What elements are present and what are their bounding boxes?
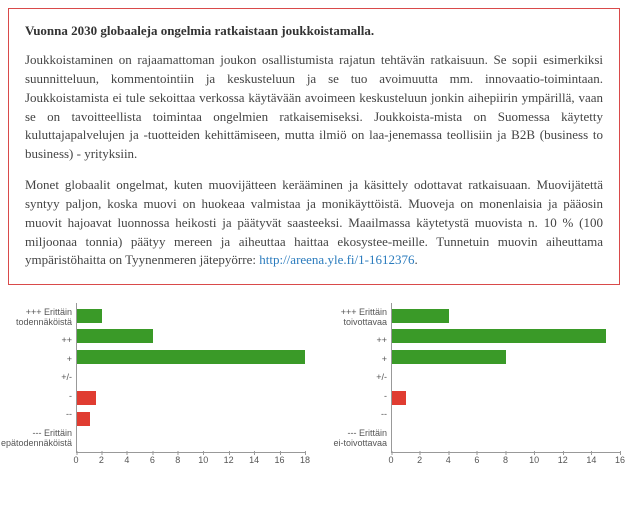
charts-row: +++ Erittäin todennäköistä++++/------- E… (8, 303, 620, 469)
chart-right-bar (392, 309, 449, 323)
chart-right-xtick: 0 (388, 455, 393, 465)
chart-right-xtick: 10 (529, 455, 539, 465)
textbox-title: Vuonna 2030 globaaleja ongelmia ratkaist… (25, 23, 603, 39)
chart-left-xtick: 0 (73, 455, 78, 465)
chart-right-xtick: 16 (615, 455, 625, 465)
chart-left: +++ Erittäin todennäköistä++++/------- E… (8, 303, 305, 469)
chart-right-ylabel: - (384, 392, 387, 402)
chart-left-xtick: 6 (150, 455, 155, 465)
chart-left-ylabel: +/- (61, 373, 72, 383)
chart-right-xtick: 2 (417, 455, 422, 465)
chart-left-ylabel: ++ (61, 336, 72, 346)
chart-left-xtick: 2 (99, 455, 104, 465)
chart-left-xtick: 18 (300, 455, 310, 465)
chart-right-bar (392, 350, 506, 364)
chart-left-bar (77, 329, 153, 343)
chart-right-ylabel: +++ Erittäin toivottavaa (341, 308, 387, 328)
chart-left-xtick: 16 (275, 455, 285, 465)
chart-right-xtick: 4 (446, 455, 451, 465)
chart-right-bar (392, 329, 606, 343)
textbox-para-2: Monet globaalit ongelmat, kuten muovijät… (25, 176, 603, 270)
chart-left-xtick: 4 (124, 455, 129, 465)
chart-right-xtick: 12 (558, 455, 568, 465)
chart-right-ylabel: + (382, 355, 387, 365)
chart-left-xtick: 8 (175, 455, 180, 465)
chart-left-bar (77, 309, 102, 323)
chart-left-ylabel: --- Erittäin epätodennäköistä (1, 429, 72, 449)
chart-right-ylabel: --- Erittäin ei-toivottavaa (333, 429, 387, 449)
chart-left-xtick: 10 (198, 455, 208, 465)
textbox-para-1: Joukkoistaminen on rajaamattoman joukon … (25, 51, 603, 164)
chart-left-bar (77, 412, 90, 426)
chart-left-bar (77, 391, 96, 405)
chart-right-ylabel: -- (381, 410, 387, 420)
chart-right-xtick: 14 (586, 455, 596, 465)
chart-left-ylabel: + (67, 355, 72, 365)
chart-right-ylabel: ++ (376, 336, 387, 346)
chart-left-ylabel: +++ Erittäin todennäköistä (16, 308, 72, 328)
chart-right-ylabel: +/- (376, 373, 387, 383)
para2-text-b: . (414, 252, 417, 267)
chart-right-bar (392, 391, 406, 405)
chart-left-ylabel: - (69, 392, 72, 402)
chart-left-bar (77, 350, 305, 364)
chart-left-ylabel: -- (66, 410, 72, 420)
source-link[interactable]: http://areena.yle.fi/1-1612376 (259, 252, 414, 267)
info-textbox: Vuonna 2030 globaaleja ongelmia ratkaist… (8, 8, 620, 285)
chart-left-xtick: 12 (224, 455, 234, 465)
chart-right-xtick: 8 (503, 455, 508, 465)
chart-right: +++ Erittäin toivottavaa++++/------- Eri… (323, 303, 620, 469)
chart-left-xtick: 14 (249, 455, 259, 465)
chart-right-xtick: 6 (474, 455, 479, 465)
